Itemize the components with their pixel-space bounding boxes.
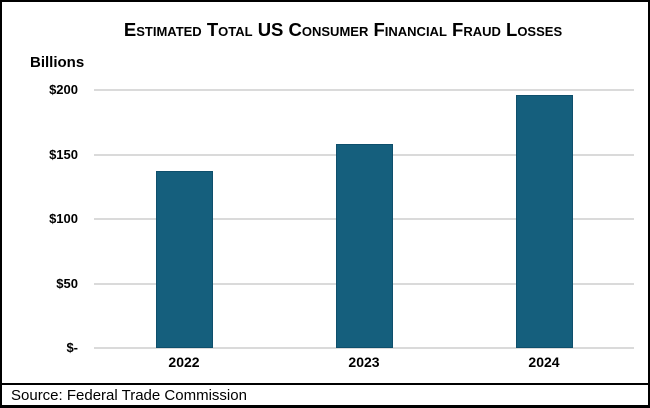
bar-2024 bbox=[515, 95, 573, 348]
chart-title: Estimated Total US Consumer Financial Fr… bbox=[123, 19, 563, 40]
y-tick-label-50: $50 bbox=[56, 275, 78, 291]
x-tick-label-2023: 2023 bbox=[348, 354, 380, 370]
x-tick-label-2024: 2024 bbox=[528, 354, 560, 370]
source-text: Source: Federal Trade Commission bbox=[11, 387, 247, 404]
gridline-0 bbox=[94, 347, 634, 349]
gridline-200 bbox=[94, 89, 634, 91]
y-axis-unit-label: Billions bbox=[30, 54, 85, 71]
y-tick-label-200: $200 bbox=[49, 82, 78, 97]
source-separator-line bbox=[2, 383, 648, 385]
bar-2023 bbox=[335, 144, 393, 348]
x-tick-label-2022: 2022 bbox=[168, 354, 200, 370]
y-tick-label-100: $100 bbox=[49, 211, 78, 226]
bar-2022 bbox=[155, 171, 213, 348]
y-tick-label-150: $150 bbox=[49, 146, 78, 162]
y-tick-label-0: $- bbox=[66, 340, 78, 355]
